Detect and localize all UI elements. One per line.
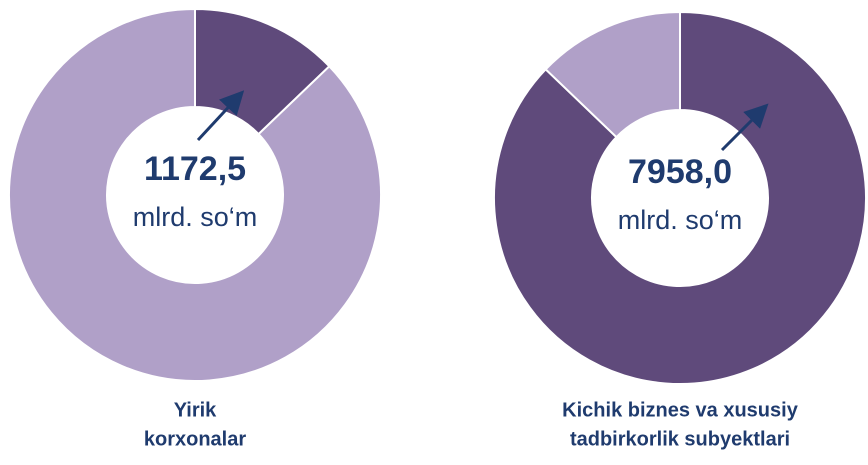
chart-title: korxonalar xyxy=(144,428,246,450)
charts: 1172,5 mlrd. so‘m Yirik korxonalar 7958,0 mlr… xyxy=(8,7,867,450)
center-value: 7958,0 xyxy=(628,153,732,191)
chart-title: tadbirkorlik subyektlari xyxy=(570,428,790,450)
chart-title: Yirik xyxy=(174,399,217,421)
chart-title: Kichik biznes va xususiy xyxy=(562,399,799,421)
center-unit: mlrd. so‘m xyxy=(133,202,258,232)
donut-slice xyxy=(544,10,681,139)
center-unit: mlrd. so‘m xyxy=(618,205,743,235)
arrow xyxy=(720,103,769,152)
arrow xyxy=(196,90,245,142)
donut-slice xyxy=(493,10,867,385)
center-value: 1172,5 xyxy=(144,150,246,188)
donut-slice xyxy=(8,7,382,382)
